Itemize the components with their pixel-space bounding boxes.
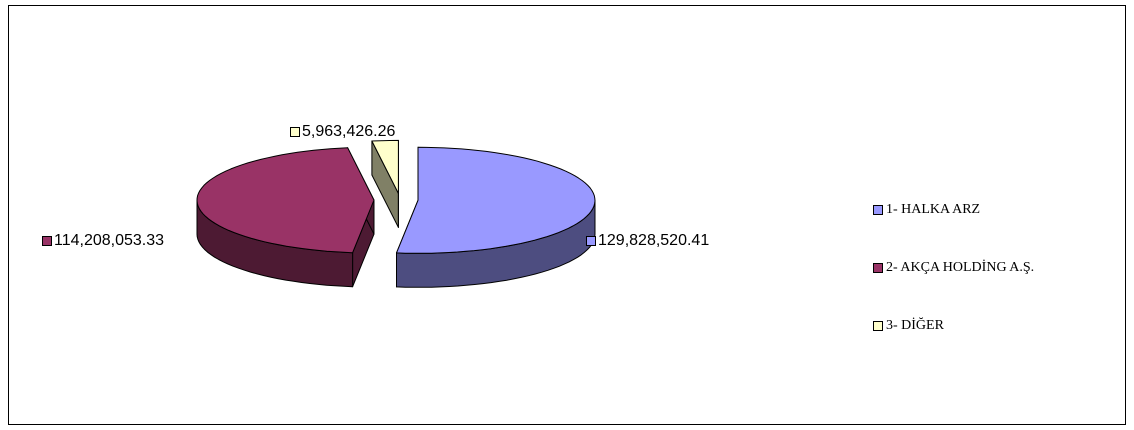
legend: 1- HALKA ARZ 2- AKÇA HOLDİNG A.Ş. 3- DİĞ… [873,200,1034,374]
legend-label: 2- AKÇA HOLDİNG A.Ş. [886,260,1035,275]
data-label-swatch [586,236,596,246]
data-label-swatch [42,236,52,246]
data-label-text: 5,963,426.26 [302,123,396,140]
legend-label: 1- HALKA ARZ [886,202,981,217]
legend-swatch [873,205,883,215]
data-label-swatch [290,127,300,137]
pie-slice-akca-holding [196,147,375,254]
data-label-diger: 5,963,426.26 [290,124,395,140]
pie-slice-halka-arz [396,146,596,254]
data-label-akca-holding: 114,208,053.33 [42,233,164,249]
legend-swatch [873,321,883,331]
legend-swatch [873,263,883,273]
data-label-halka-arz: 129,828,520.41 [586,233,709,249]
legend-label: 3- DİĞER [886,318,944,333]
data-label-text: 114,208,053.33 [54,232,165,249]
data-label-text: 129,828,520.41 [598,232,710,249]
legend-item-halka-arz: 1- HALKA ARZ [873,200,1034,220]
legend-item-diger: 3- DİĞER [873,316,1034,336]
pie-slice-diger [371,139,399,194]
legend-item-akca-holding: 2- AKÇA HOLDİNG A.Ş. [873,258,1034,278]
